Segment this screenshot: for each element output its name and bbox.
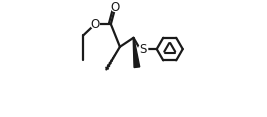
Text: O: O (111, 1, 120, 14)
Circle shape (91, 20, 99, 28)
Circle shape (111, 3, 120, 11)
Circle shape (139, 45, 148, 54)
Text: S: S (139, 43, 147, 56)
Text: O: O (91, 18, 100, 31)
Polygon shape (133, 38, 140, 68)
